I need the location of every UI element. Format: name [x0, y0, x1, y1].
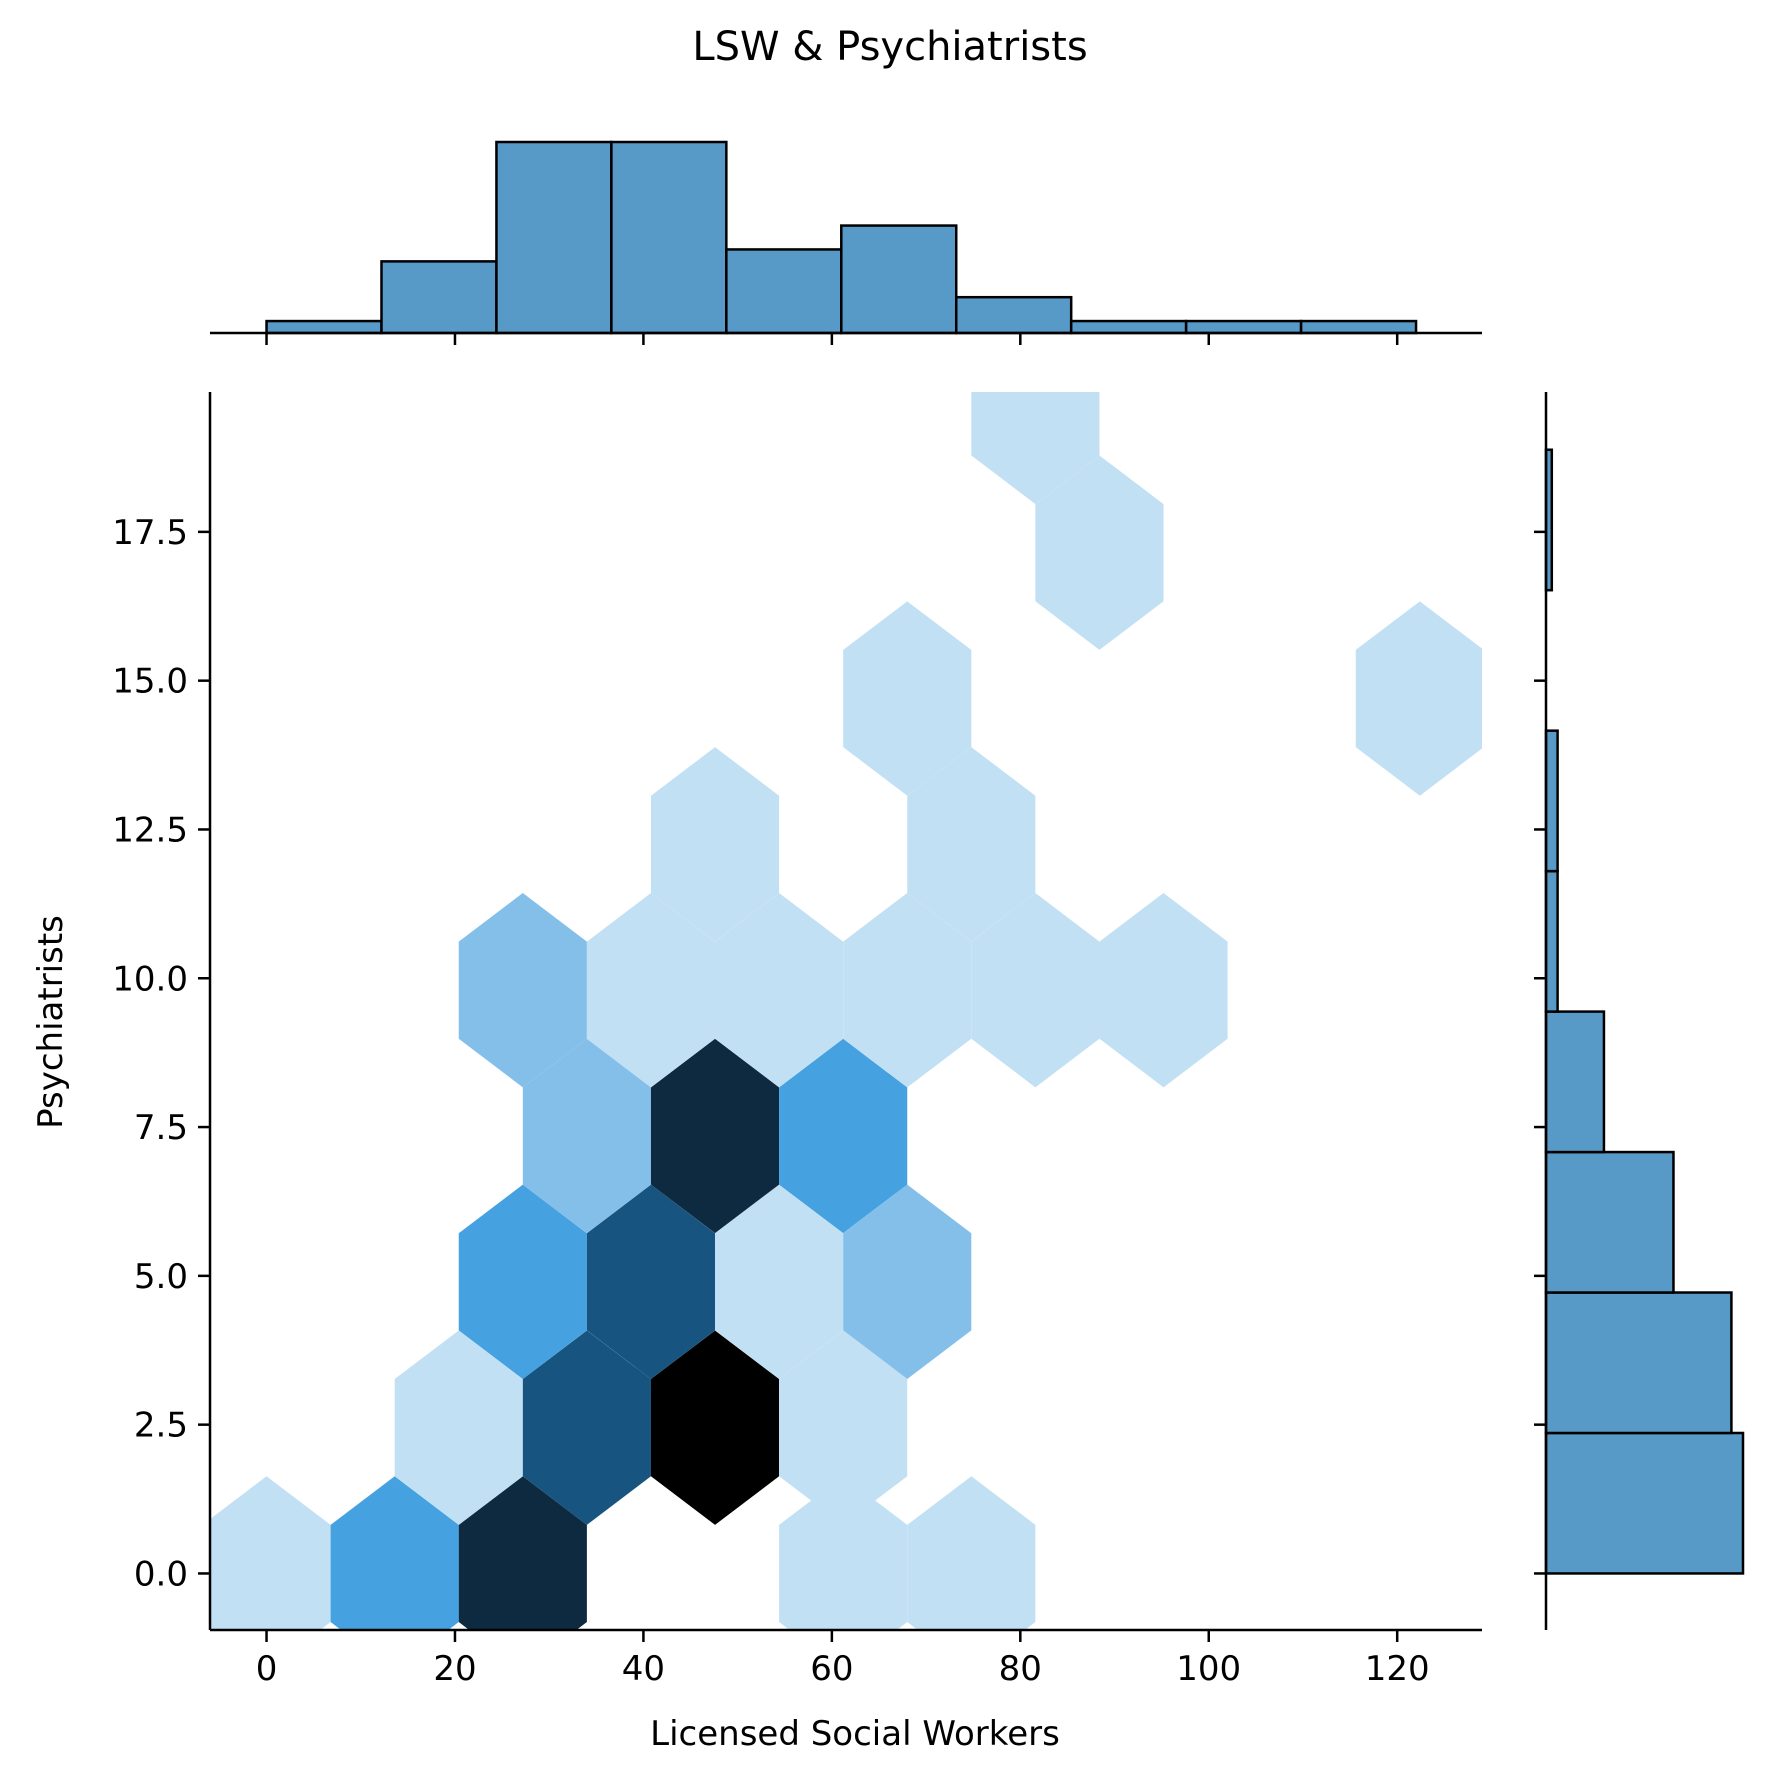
x-tick-label: 20 [433, 1649, 476, 1689]
y-tick-label: 2.5 [134, 1406, 188, 1446]
y-tick-label: 17.5 [112, 513, 188, 553]
hexbin-cell [458, 892, 587, 1088]
histogram-bar [265, 319, 383, 335]
histogram-bar [1069, 319, 1188, 335]
hexbin-cell [458, 1476, 587, 1630]
histogram-bar [1544, 1431, 1745, 1575]
hexbin-cell [210, 1476, 331, 1630]
histogram-bar [495, 140, 613, 335]
x-tick-label: 120 [1365, 1649, 1430, 1689]
hexbin-cell [1035, 455, 1164, 650]
hexbin-cell [843, 601, 972, 796]
hexbin-cell [586, 892, 716, 1088]
hexbin-cell [843, 1184, 972, 1380]
histogram-bar [1544, 729, 1559, 873]
histogram-bar [380, 260, 498, 335]
x-tick-label: 0 [256, 1649, 278, 1689]
histogram-bar [840, 224, 958, 335]
y-axis-label: Psychiatrists [31, 915, 71, 1129]
hexbin-cell [907, 1476, 1036, 1630]
hexbin-cell [779, 1476, 908, 1630]
hexbin-cell [843, 892, 972, 1088]
y-tick-label: 0.0 [134, 1554, 188, 1594]
hexbin-cell [522, 1330, 651, 1525]
chart-title: LSW & Psychiatrists [692, 24, 1087, 70]
hexbin-cell [650, 1330, 780, 1525]
hexbin-cell [971, 392, 1100, 505]
hexbin-cell [1099, 892, 1228, 1088]
histogram-bar [610, 140, 728, 335]
histogram-bar [1299, 319, 1418, 335]
x-tick-label: 60 [810, 1649, 853, 1689]
hexbin-cell [394, 1330, 523, 1525]
y-tick-label: 5.0 [134, 1257, 188, 1297]
axes: 0 20 40 60 80 100 120 0.0 2.5 5.0 7.5 10.0 12.5 15.0 1… [112, 392, 1482, 1689]
hexbin-cell [971, 892, 1100, 1088]
hexbin-cell [650, 747, 780, 942]
hexbin-cell [650, 1038, 780, 1234]
y-tick-label: 12.5 [112, 810, 188, 850]
hexbin-cell [907, 747, 1036, 942]
hexbin-cell [1355, 601, 1482, 796]
histogram-bar [1544, 1150, 1675, 1294]
histogram-bar [1184, 319, 1303, 335]
hexbin-cell [458, 1184, 587, 1380]
x-tick-label: 80 [999, 1649, 1042, 1689]
hexbin-plot [210, 392, 1482, 1630]
marginal-x-histogram [210, 140, 1482, 345]
histogram-bar [1544, 1010, 1606, 1154]
marginal-y-histogram [1534, 392, 1745, 1630]
histogram-bar [725, 248, 843, 335]
y-tick-label: 10.0 [112, 959, 188, 999]
y-tick-label: 7.5 [134, 1108, 188, 1148]
hexbin-cell [715, 1184, 844, 1380]
histogram-bar [1544, 1291, 1733, 1435]
x-tick-label: 40 [622, 1649, 665, 1689]
histogram-bar [954, 295, 1073, 335]
hexbin-cell [715, 892, 844, 1088]
hexbin-cell [779, 1330, 908, 1525]
hexbin-cell [779, 1038, 908, 1234]
x-tick-label: 100 [1176, 1649, 1241, 1689]
hexbin-cell [330, 1476, 459, 1630]
hexbin-cell [522, 1038, 651, 1234]
x-axis-label: Licensed Social Workers [650, 1714, 1060, 1754]
hexbin-cell [586, 1184, 716, 1380]
histogram-bar [1544, 869, 1559, 1013]
y-tick-label: 15.0 [112, 662, 188, 702]
